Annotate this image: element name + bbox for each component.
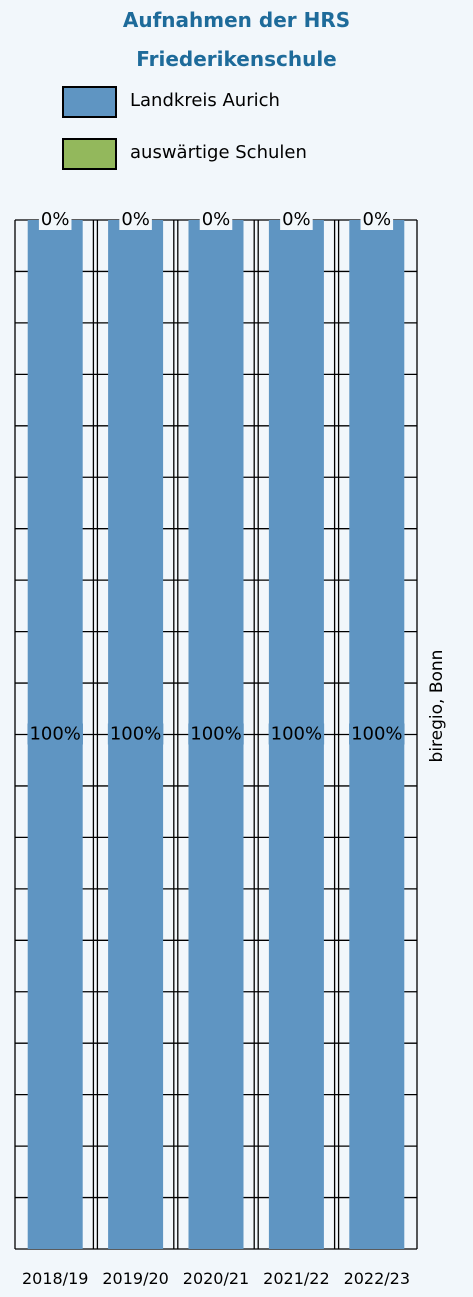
data-label-auswaertig: 0% [202, 209, 231, 230]
data-label-landkreis: 100% [190, 724, 241, 745]
data-label-landkreis: 100% [271, 724, 322, 745]
legend-label-auswaertig: auswärtige Schulen [130, 142, 307, 163]
data-label-landkreis: 100% [351, 724, 402, 745]
data-label-background [107, 723, 164, 745]
data-label-auswaertig: 0% [41, 209, 70, 230]
data-label-auswaertig: 0% [121, 209, 150, 230]
data-label-landkreis: 100% [29, 724, 80, 745]
legend-label-landkreis: Landkreis Aurich [130, 90, 280, 111]
data-label-auswaertig: 0% [282, 209, 311, 230]
data-label-landkreis: 100% [110, 724, 161, 745]
data-label-auswaertig: 0% [363, 209, 392, 230]
data-label-background [280, 209, 313, 230]
data-label-background [349, 723, 405, 745]
data-label-background [199, 209, 233, 230]
data-label-background [27, 723, 83, 745]
x-tick-label: 2021/22 [263, 1269, 329, 1288]
x-tick-label: 2019/20 [102, 1269, 168, 1288]
legend-swatch-auswaertig [62, 138, 117, 170]
x-tick-label: 2022/23 [344, 1269, 410, 1288]
data-label-background [38, 209, 72, 230]
data-label-background [119, 209, 152, 230]
x-tick-label: 2020/21 [183, 1269, 249, 1288]
chart-title-line-2: Friederikenschule [136, 47, 337, 71]
data-label-background [188, 723, 244, 745]
data-label-background [268, 723, 325, 745]
source-note-text: biregio, Bonn [427, 649, 447, 763]
x-tick-label: 2018/19 [22, 1269, 88, 1288]
legend-swatch-landkreis [62, 86, 117, 118]
chart-title-line-1: Aufnahmen der HRS [122, 8, 351, 32]
data-label-background [360, 209, 394, 230]
